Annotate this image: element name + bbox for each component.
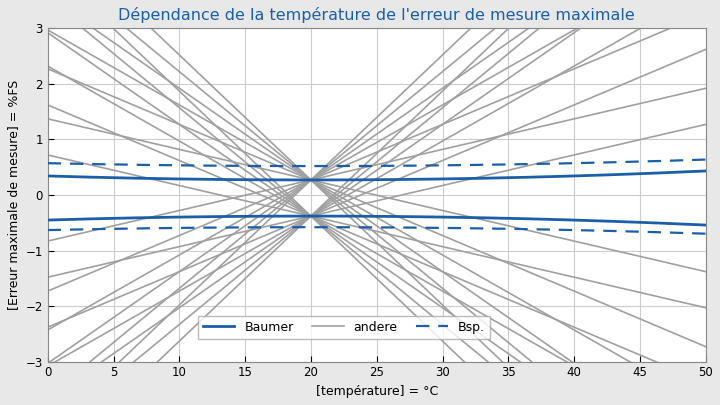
Legend: Baumer, andere, Bsp.: Baumer, andere, Bsp. (198, 316, 490, 339)
X-axis label: [température] = °C: [température] = °C (315, 385, 438, 398)
Y-axis label: [Erreur maximale de mesure] = %FS: [Erreur maximale de mesure] = %FS (7, 80, 20, 310)
Title: Dépendance de la température de l'erreur de mesure maximale: Dépendance de la température de l'erreur… (118, 7, 635, 23)
